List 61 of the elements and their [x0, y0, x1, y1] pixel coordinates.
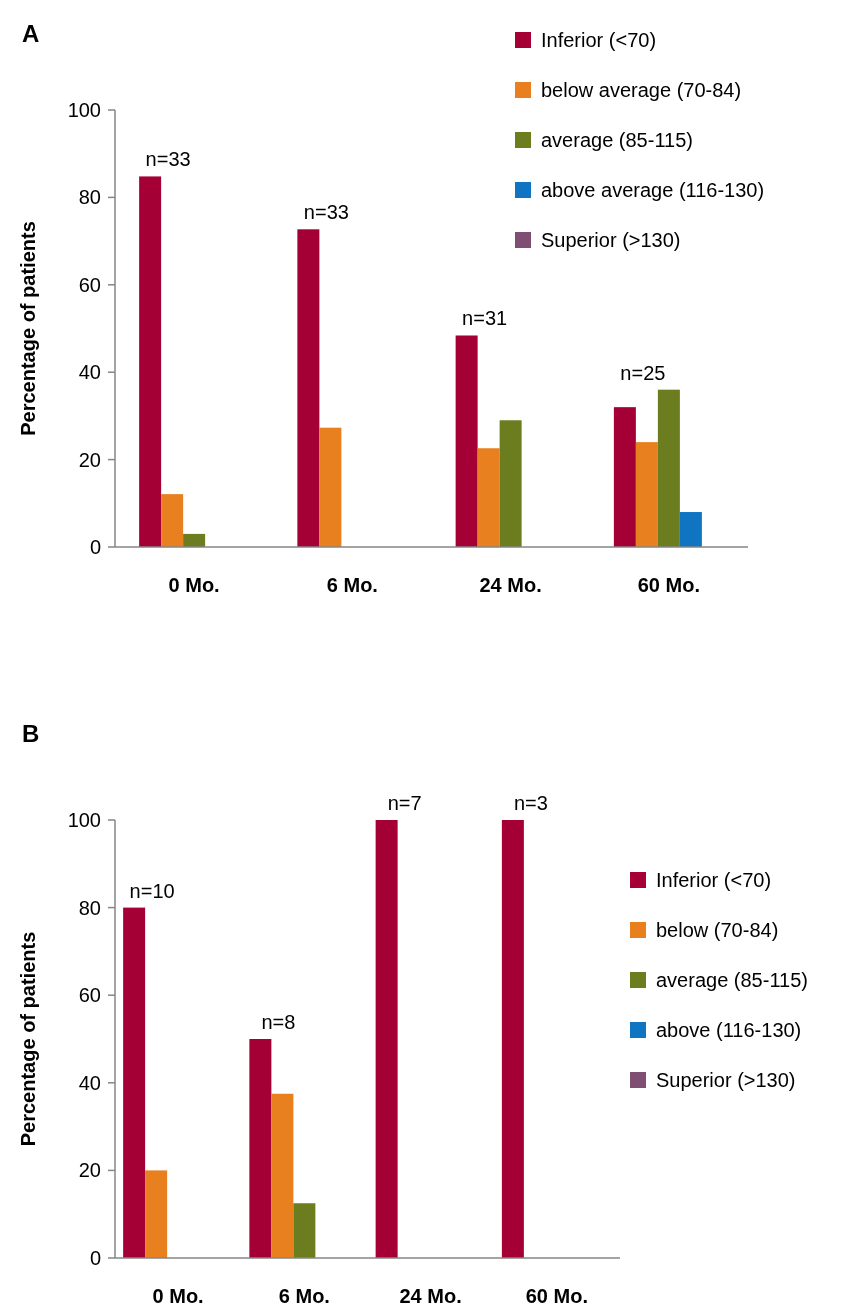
legend-label: average (85-115) — [656, 969, 808, 991]
y-tick-label: 20 — [78, 448, 101, 471]
bar — [319, 427, 342, 547]
annotation: n=25 — [620, 361, 666, 384]
bar — [635, 442, 658, 547]
y-axis-title: Percentage of patients — [17, 931, 39, 1147]
bar — [139, 176, 162, 547]
x-tick-label: 0 Mo. — [152, 1285, 204, 1307]
legend-label: below average (70-84) — [541, 79, 742, 101]
y-tick-label: 100 — [67, 99, 101, 121]
y-tick-label: 40 — [78, 1071, 101, 1094]
bar — [455, 335, 478, 547]
bar — [183, 533, 206, 547]
bar — [657, 389, 680, 547]
x-tick-label: 60 Mo. — [525, 1285, 588, 1307]
bar — [249, 1039, 272, 1258]
bar — [297, 229, 320, 547]
legend-label: Superior (>130) — [656, 1069, 796, 1091]
y-tick-label: 80 — [78, 186, 101, 209]
bar — [145, 1170, 168, 1258]
y-tick-label: 100 — [67, 809, 101, 831]
text: n=7 — [387, 792, 422, 814]
legend-label: Inferior (<70) — [656, 869, 772, 891]
y-tick-label: 0 — [89, 1247, 101, 1269]
bar — [679, 512, 702, 547]
y-tick-label: 60 — [78, 273, 101, 296]
chart-title: B — [22, 720, 40, 747]
x-tick-label: 6 Mo. — [326, 574, 378, 596]
bar — [271, 1093, 294, 1258]
bar — [161, 494, 184, 547]
legend-label: Superior (>130) — [541, 229, 681, 251]
y-tick-label: 20 — [78, 1159, 101, 1182]
x-tick-label: 60 Mo. — [637, 574, 700, 596]
y-tick-label: 40 — [78, 361, 101, 384]
x-tick-label: 24 Mo. — [399, 1285, 462, 1307]
bar — [613, 407, 636, 547]
bar — [477, 448, 500, 547]
chart-title: A — [22, 20, 40, 47]
legend-label: above (116-130) — [656, 1019, 802, 1041]
bar — [501, 820, 524, 1258]
annotation: n=31 — [462, 307, 508, 330]
y-tick-label: 80 — [78, 896, 101, 919]
y-tick-label: 0 — [89, 536, 101, 558]
bar — [293, 1203, 316, 1258]
annotation: n=8 — [261, 1011, 296, 1033]
x-tick-label: 24 Mo. — [479, 574, 542, 596]
annotation: n=33 — [303, 201, 349, 224]
annotation: n=10 — [129, 879, 175, 902]
bar — [123, 907, 146, 1258]
legend-label: below (70-84) — [656, 919, 779, 941]
legend-label: above average (116-130) — [541, 179, 765, 201]
text: n=3 — [513, 792, 548, 814]
legend-label: average (85-115) — [541, 129, 693, 151]
y-tick-label: 60 — [78, 984, 101, 1007]
legend-label: Inferior (<70) — [541, 29, 657, 51]
annotation: n=33 — [145, 148, 191, 171]
x-tick-label: 6 Mo. — [278, 1285, 330, 1307]
bar — [375, 820, 398, 1258]
bar — [499, 420, 522, 547]
y-axis-title: Percentage of patients — [17, 221, 39, 436]
x-tick-label: 0 Mo. — [168, 574, 220, 596]
